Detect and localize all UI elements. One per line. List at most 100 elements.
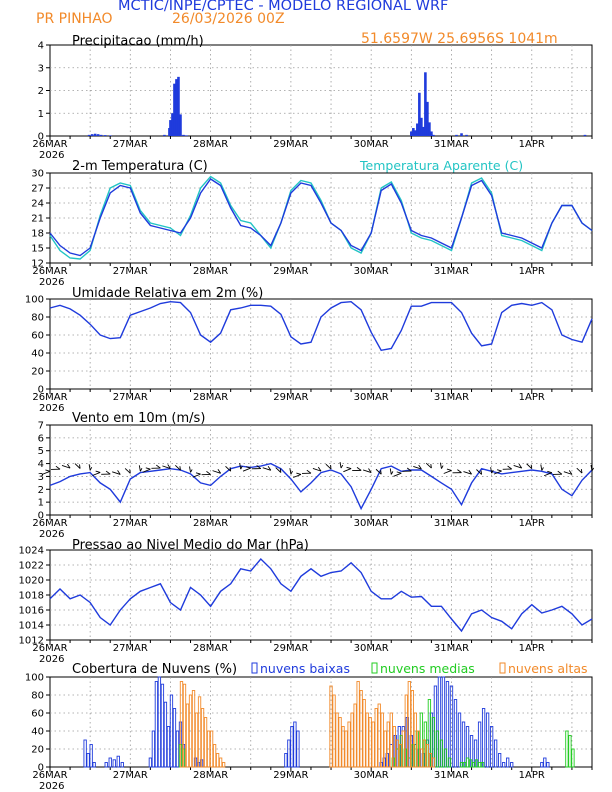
wind-arrow-head [396, 471, 402, 474]
x-tick-label: 31MAR [434, 643, 469, 654]
wind-arrow [162, 465, 171, 469]
wind-arrow-head [79, 464, 81, 469]
x-tick-label: 28MAR [193, 518, 228, 529]
precip-bar [99, 134, 103, 136]
wind-arrow-head [591, 467, 595, 472]
cloud-bar-nuvens-baixas [461, 721, 466, 768]
wind-arrow [362, 469, 372, 473]
x-tick-label: 26MAR [32, 770, 67, 781]
wind-arrow-head [117, 470, 121, 475]
wind-arrow [293, 474, 302, 478]
x-tick-label: 29MAR [273, 266, 308, 277]
cloud-bar-nuvens-baixas [290, 726, 294, 768]
precip-bar [412, 128, 415, 136]
wind-arrow-head [541, 467, 544, 471]
wind-arrow-head [457, 469, 462, 473]
wind-arrow [463, 471, 472, 475]
wind-arrow [142, 468, 151, 473]
cloud-bar-nuvens-baixas [441, 676, 446, 768]
precip-bar [171, 113, 174, 136]
wind-arrow [439, 462, 442, 469]
x-tick-label: 28MAR [193, 266, 228, 277]
wind-arrow-head [380, 470, 382, 475]
panel-title: Umidade Relativa em 2m (%) [72, 286, 263, 301]
x-tick-label: 28MAR [193, 392, 228, 403]
wind-arrow-head [547, 470, 552, 474]
station-location: 51.6597W 25.6956S 1041m [361, 31, 558, 47]
y-tick-label: 0 [38, 132, 44, 143]
x-tick-label: 30MAR [354, 139, 389, 150]
wind-arrow-head [217, 469, 222, 474]
cloud-bar-nuvens-altas [203, 717, 208, 768]
cloud-bar-nuvens-medias [480, 762, 485, 768]
wind-arrow [289, 468, 292, 475]
precip-bar [432, 134, 435, 136]
wind-arrow-head [468, 469, 472, 475]
cloud-bar-nuvens-altas [194, 712, 199, 768]
y-tick-label: 6 [38, 433, 44, 444]
legend-label: nuvens baixas [260, 661, 350, 676]
wind-arrow [92, 471, 101, 476]
wind-arrow [189, 466, 191, 473]
y-tick-label: 0 [38, 385, 44, 396]
x-tick-label: 28MAR [193, 139, 228, 150]
cloud-bar-nuvens-baixas [284, 753, 288, 768]
wind-arrow [413, 465, 422, 470]
x-tick-label: 28MAR [193, 643, 228, 654]
precip-bar [424, 72, 427, 136]
wind-arrow-head [368, 468, 372, 473]
cloud-bar-nuvens-altas [395, 739, 399, 768]
precip-bar [455, 134, 458, 136]
wind-arrow-head [507, 465, 512, 470]
y-tick-label: 1 [38, 109, 44, 120]
x-tick-label: 27MAR [113, 266, 148, 277]
wind-arrow [312, 468, 322, 472]
cloud-bar-nuvens-baixas [120, 762, 124, 768]
y-tick-label: 80 [31, 313, 44, 324]
cloud-bar-nuvens-altas [341, 726, 345, 768]
x-tick-label: 29MAR [273, 139, 308, 150]
wind-arrow-head [480, 470, 483, 475]
x-axis-year: 2026 [39, 781, 64, 792]
x-tick-label: 1APR [519, 266, 545, 277]
cloud-bar-nuvens-baixas [493, 739, 498, 768]
cloud-bar-nuvens-altas [374, 708, 378, 768]
panel-1: 0 1 2 3 4 26MAR 27MAR 28MAR 29MAR 30MAR 31MAR 1APR 2… [32, 34, 593, 161]
cloud-bar-nuvens-altas [356, 681, 360, 768]
cloud-bar-nuvens-altas [419, 748, 424, 768]
precip-bar [414, 130, 417, 136]
cloud-bar-nuvens-altas [179, 681, 184, 768]
wind-arrow-head [129, 469, 131, 474]
y-tick-label: 1016 [19, 606, 44, 617]
cloud-bar-nuvens-baixas [154, 681, 159, 768]
x-tick-label: 30MAR [354, 266, 389, 277]
wind-arrow-head [66, 463, 71, 469]
x-tick-label: 1APR [519, 643, 545, 654]
y-tick-label: 0 [38, 511, 44, 522]
precip-bar [182, 134, 185, 136]
cloud-bar-nuvens-altas [431, 757, 436, 768]
cloud-bar-nuvens-baixas [157, 676, 162, 768]
y-tick-label: 5 [38, 446, 44, 457]
panel-5: 1012 1014 1016 1018 1020 1022 1024 26MAR 27MAR 28… [19, 538, 593, 665]
x-tick-label: 30MAR [354, 392, 389, 403]
wind-arrow-head [356, 466, 362, 471]
y-tick-label: 1020 [19, 576, 44, 587]
cloud-bar-nuvens-medias [568, 735, 572, 768]
run-datetime: 26/03/2026 00Z [172, 11, 285, 27]
x-tick-label: 1APR [519, 392, 545, 403]
cloud-bar-nuvens-baixas [163, 701, 168, 768]
x-tick-label: 1APR [519, 139, 545, 150]
precip-bar [410, 131, 413, 136]
wind-arrow-head [89, 466, 93, 471]
panel-2: 12 15 18 21 24 27 30 26MAR 27MAR 28MAR 29MAR 30MAR 3… [31, 159, 593, 288]
cloud-bar-nuvens-baixas [437, 676, 442, 768]
wind-arrow-head [229, 467, 232, 472]
wind-arrow [339, 462, 342, 469]
wind-arrow [526, 463, 533, 469]
precip-bar [422, 126, 425, 136]
y-tick-label: 60 [31, 709, 44, 720]
wind-arrow [476, 469, 482, 475]
wind-arrow [74, 463, 81, 469]
